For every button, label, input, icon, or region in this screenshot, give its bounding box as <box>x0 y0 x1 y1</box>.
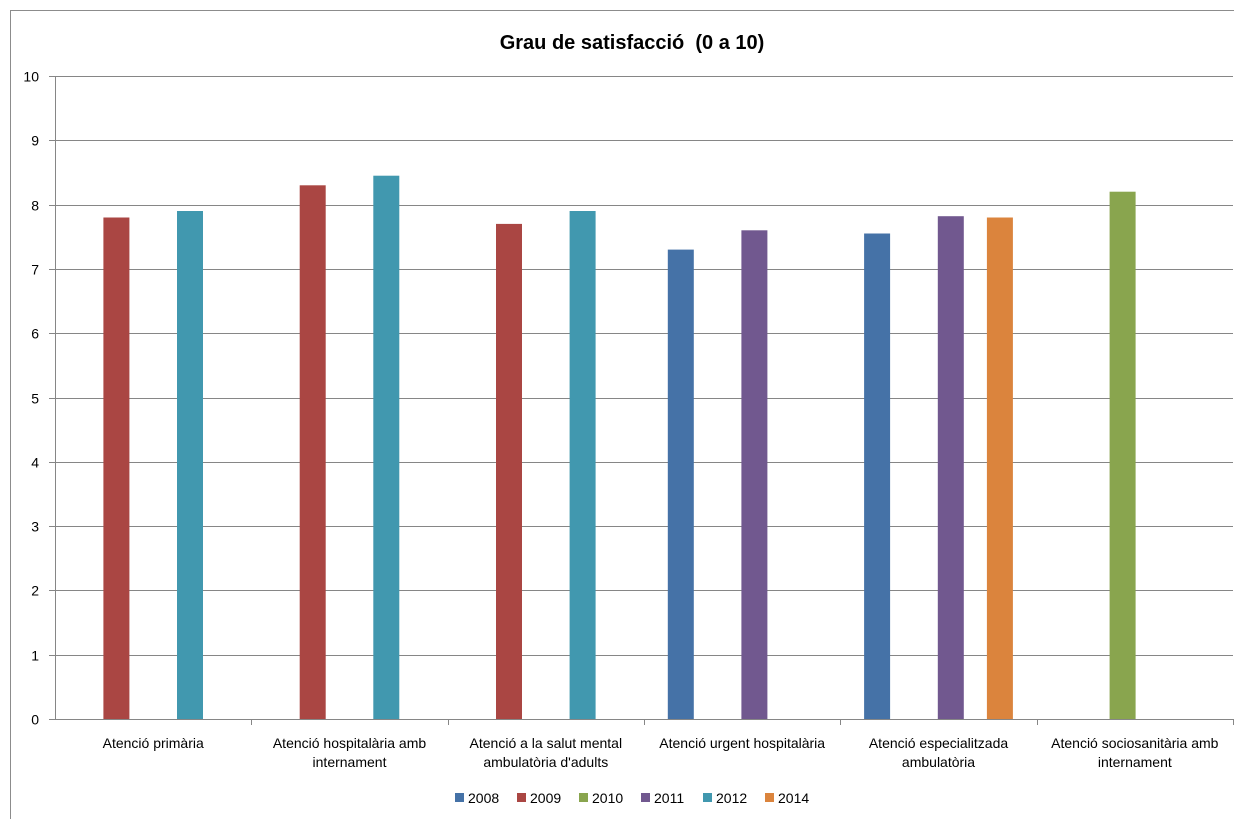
x-tick-label: Atenció hospitalària amb internament <box>273 735 427 770</box>
chart-title: Grau de satisfacció (0 a 10) <box>500 32 765 54</box>
legend-label: 2010 <box>592 790 623 806</box>
bar <box>1109 191 1136 719</box>
x-axis-labels: Atenció primària Atenció hospitalària amb… <box>103 735 1219 770</box>
gridlines <box>55 76 1233 656</box>
y-axis-ticks: 0 1 2 3 4 5 6 7 8 9 10 <box>23 69 55 728</box>
y-tick-label: 8 <box>31 198 39 214</box>
bar <box>741 230 768 720</box>
y-tick-label: 5 <box>31 391 39 407</box>
bar <box>986 217 1013 719</box>
legend-swatch <box>579 793 588 802</box>
legend-swatch <box>641 793 650 802</box>
legend-label: 2012 <box>716 790 747 806</box>
legend-swatch <box>765 793 774 802</box>
axes <box>55 76 1234 725</box>
y-tick-label: 7 <box>31 262 39 278</box>
bar <box>177 211 203 719</box>
y-tick-label: 6 <box>31 326 39 342</box>
y-tick-label: 0 <box>31 712 39 728</box>
y-tick-label: 3 <box>31 519 39 535</box>
bar <box>373 175 400 719</box>
legend-swatch <box>455 793 464 802</box>
bar <box>569 211 596 719</box>
y-tick-label: 2 <box>31 583 39 599</box>
x-tick-label: Atenció sociosanitària amb internament <box>1051 735 1219 770</box>
legend-label: 2008 <box>468 790 499 806</box>
y-tick-label: 4 <box>31 455 39 471</box>
legend-label: 2014 <box>778 790 809 806</box>
y-tick-label: 9 <box>31 133 39 149</box>
bar <box>667 249 694 719</box>
legend-label: 2009 <box>530 790 561 806</box>
x-tick-label: Atenció especialitzada ambulatòria <box>869 735 1009 770</box>
x-tick-label: Atenció a la salut mental ambulatòria d'a… <box>470 735 623 770</box>
legend: 2008 2009 2010 2011 2012 2014 <box>455 790 809 806</box>
legend-swatch <box>517 793 526 802</box>
bar <box>299 185 326 720</box>
y-tick-label: 10 <box>23 69 39 85</box>
bar <box>864 233 891 719</box>
legend-swatch <box>703 793 712 802</box>
bar <box>103 217 130 719</box>
bars <box>103 175 1136 720</box>
bar <box>496 223 522 719</box>
legend-label: 2011 <box>654 790 684 806</box>
x-tick-label: Atenció urgent hospitalària <box>659 735 825 751</box>
x-tick-label: Atenció primària <box>103 735 204 751</box>
y-tick-label: 1 <box>31 648 39 664</box>
bar <box>937 216 964 719</box>
